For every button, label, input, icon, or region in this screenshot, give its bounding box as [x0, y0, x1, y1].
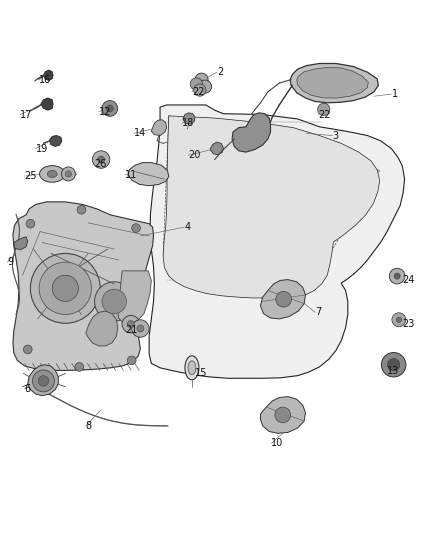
Circle shape [389, 268, 405, 284]
Ellipse shape [65, 171, 71, 177]
Ellipse shape [39, 166, 65, 182]
Circle shape [30, 253, 100, 323]
Text: 21: 21 [125, 325, 138, 335]
Circle shape [276, 292, 291, 307]
Text: 15: 15 [195, 368, 207, 378]
Circle shape [98, 156, 105, 163]
Polygon shape [261, 397, 305, 433]
Ellipse shape [61, 167, 75, 181]
Text: 22: 22 [318, 110, 331, 119]
Polygon shape [149, 105, 405, 378]
Circle shape [198, 80, 212, 93]
Circle shape [318, 103, 330, 116]
Polygon shape [49, 135, 62, 147]
Text: 10: 10 [272, 438, 284, 448]
Text: 2: 2 [217, 67, 223, 77]
Polygon shape [86, 311, 118, 346]
Text: 12: 12 [99, 107, 111, 117]
Polygon shape [41, 98, 53, 110]
Text: 16: 16 [39, 75, 51, 85]
Circle shape [392, 313, 406, 327]
Polygon shape [163, 116, 380, 298]
Circle shape [394, 273, 400, 279]
Circle shape [38, 376, 49, 386]
Polygon shape [210, 142, 223, 155]
Text: 11: 11 [125, 170, 138, 180]
Circle shape [122, 316, 140, 333]
Text: 9: 9 [7, 257, 14, 267]
Polygon shape [14, 237, 28, 250]
Circle shape [92, 151, 110, 168]
Ellipse shape [185, 356, 199, 380]
Text: 4: 4 [184, 222, 190, 232]
Polygon shape [128, 163, 169, 185]
Circle shape [77, 205, 86, 214]
Text: 7: 7 [315, 308, 321, 317]
Text: 17: 17 [20, 110, 33, 119]
Polygon shape [290, 63, 378, 103]
Text: 19: 19 [35, 143, 48, 154]
Circle shape [102, 289, 127, 313]
Text: 6: 6 [25, 384, 31, 394]
Ellipse shape [188, 361, 196, 375]
Circle shape [23, 345, 32, 354]
Circle shape [26, 220, 35, 228]
Circle shape [275, 407, 290, 423]
Polygon shape [28, 365, 58, 395]
Polygon shape [261, 280, 305, 319]
Text: 26: 26 [95, 159, 107, 169]
Circle shape [381, 352, 406, 377]
Circle shape [396, 317, 402, 322]
Polygon shape [232, 113, 271, 152]
Circle shape [195, 73, 208, 86]
Text: 13: 13 [387, 366, 399, 376]
Circle shape [39, 262, 92, 314]
Text: 25: 25 [25, 171, 37, 181]
Circle shape [190, 78, 202, 90]
Circle shape [132, 320, 149, 337]
Polygon shape [13, 202, 153, 370]
Text: 18: 18 [182, 118, 194, 128]
Text: 22: 22 [192, 87, 205, 97]
Circle shape [106, 105, 113, 112]
Polygon shape [151, 120, 166, 135]
Text: 24: 24 [403, 276, 415, 286]
Circle shape [52, 275, 78, 302]
Circle shape [102, 101, 118, 116]
Circle shape [32, 370, 54, 392]
Polygon shape [118, 271, 151, 322]
Circle shape [388, 359, 400, 371]
Text: 1: 1 [392, 89, 398, 99]
Circle shape [132, 224, 141, 232]
Circle shape [137, 325, 144, 332]
Text: 14: 14 [134, 128, 146, 139]
Text: 23: 23 [403, 319, 415, 329]
Text: 8: 8 [86, 421, 92, 431]
Text: 3: 3 [332, 131, 339, 141]
Circle shape [95, 282, 134, 321]
Circle shape [75, 362, 84, 372]
Circle shape [194, 84, 206, 96]
Polygon shape [43, 70, 53, 80]
Circle shape [127, 356, 136, 365]
Text: 20: 20 [188, 150, 201, 160]
Ellipse shape [47, 171, 57, 177]
Polygon shape [297, 67, 368, 98]
Circle shape [127, 321, 134, 328]
Polygon shape [183, 113, 195, 124]
